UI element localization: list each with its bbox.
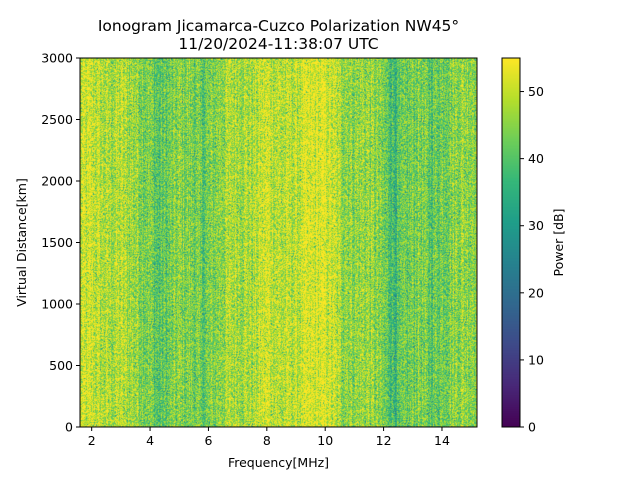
x-tick-label: 12 (376, 433, 392, 448)
x-tick-label: 6 (204, 433, 212, 448)
plot-frame (79, 57, 478, 428)
colorbar-tick-label: 10 (528, 352, 544, 367)
y-tick-label: 0 (65, 420, 73, 435)
colorbar-tick-label: 20 (528, 285, 544, 300)
x-tick-label: 2 (88, 433, 96, 448)
colorbar-label: Power [dB] (551, 208, 566, 276)
colorbar-tick-label: 0 (528, 420, 536, 435)
chart-subtitle: 11/20/2024-11:38:07 UTC (178, 35, 379, 53)
colorbar-tick-label: 40 (528, 151, 544, 166)
y-tick-label: 1500 (41, 235, 73, 250)
power-heatmap (80, 58, 477, 427)
x-tick-label: 8 (263, 433, 271, 448)
x-axis-label: Frequency[MHz] (228, 455, 329, 470)
y-tick-label: 2500 (41, 112, 73, 127)
chart-title: Ionogram Jicamarca-Cuzco Polarization NW… (97, 17, 460, 35)
colorbar-axis: 0 10 20 30 40 50 (520, 84, 544, 435)
colorbar-frame (501, 57, 521, 428)
y-tick-label: 2000 (41, 174, 73, 189)
y-tick-label: 500 (49, 358, 73, 373)
y-tick-label: 1000 (41, 297, 73, 312)
y-axis-label: Virtual Distance[km] (14, 178, 29, 307)
y-tick-label: 3000 (41, 51, 73, 66)
colorbar-tick-label: 30 (528, 218, 544, 233)
x-axis: 2 4 6 8 10 12 14 (88, 427, 450, 448)
y-axis: 0 500 1000 1500 2000 2500 3000 (41, 51, 80, 435)
x-tick-label: 14 (434, 433, 450, 448)
x-tick-label: 10 (317, 433, 333, 448)
x-tick-label: 4 (146, 433, 154, 448)
colorbar-tick-label: 50 (528, 84, 544, 99)
colorbar-gradient (502, 58, 520, 427)
